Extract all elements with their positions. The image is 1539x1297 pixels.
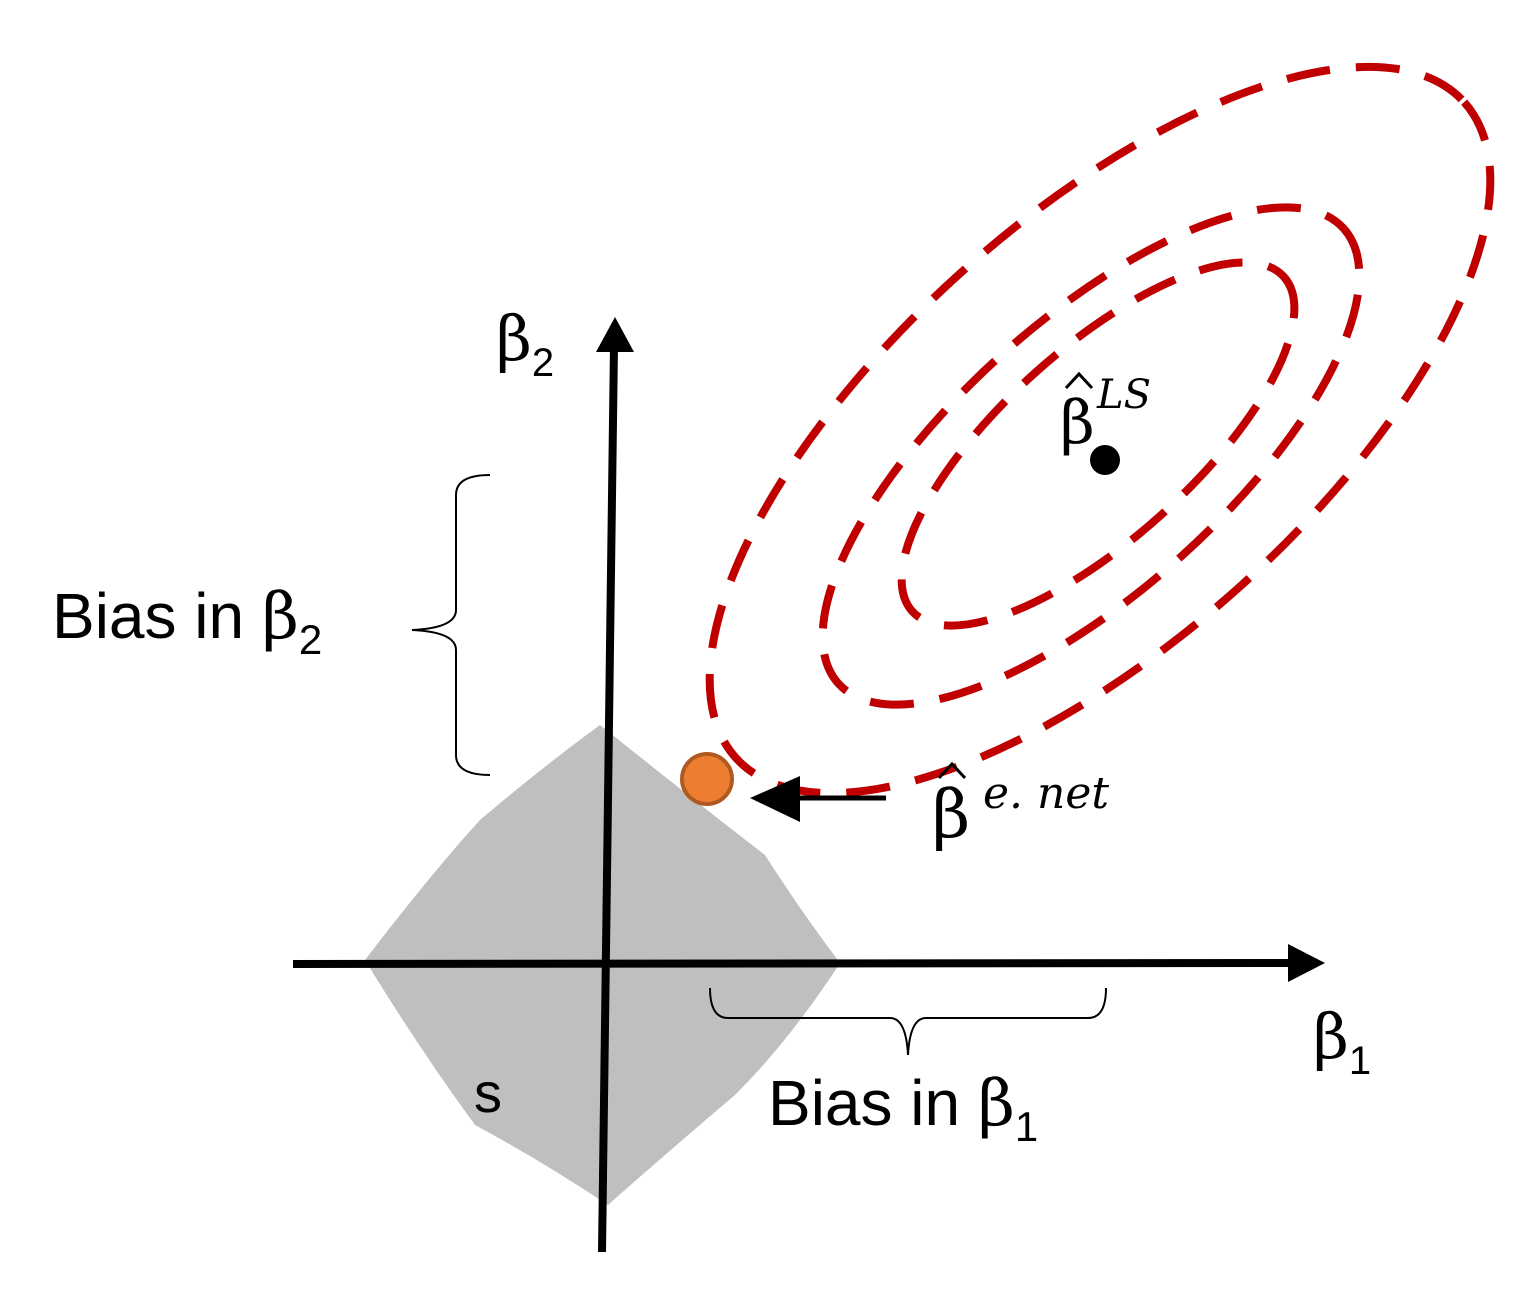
y-axis-label: β2	[496, 302, 554, 385]
bias-beta1-label: Bias in β1	[768, 1067, 1038, 1150]
x-axis	[292, 959, 1301, 968]
bias-beta2-brace	[411, 474, 491, 776]
x-axis-arrowhead	[1288, 944, 1325, 982]
elastic-net-label: β e. net	[932, 761, 1109, 853]
elastic-net-point	[680, 752, 734, 806]
ls-hat	[1064, 371, 1094, 390]
ls-estimate-point	[1090, 445, 1120, 475]
x-axis-label: β1	[1313, 1000, 1371, 1083]
bias-beta1-brace	[709, 987, 1107, 1056]
enet-hat	[937, 761, 967, 780]
y-axis	[598, 344, 618, 1253]
region-label: s	[474, 1061, 502, 1124]
contour-middle	[818, 203, 1364, 709]
bias-beta2-label: Bias in β2	[52, 580, 322, 663]
ls-beta-symbol: β	[1060, 388, 1095, 458]
enet-superscript: e. net	[983, 768, 1109, 819]
ls-estimate-label: β LS	[1060, 371, 1151, 458]
contour-outer	[705, 62, 1495, 798]
ls-superscript: LS	[1096, 372, 1151, 418]
contour-inner	[897, 258, 1299, 630]
axes	[292, 317, 1325, 1253]
enet-beta-symbol: β	[932, 776, 970, 853]
elastic-net-arrowhead	[750, 776, 800, 822]
loss-contours	[705, 62, 1495, 798]
y-axis-arrowhead	[596, 317, 634, 352]
